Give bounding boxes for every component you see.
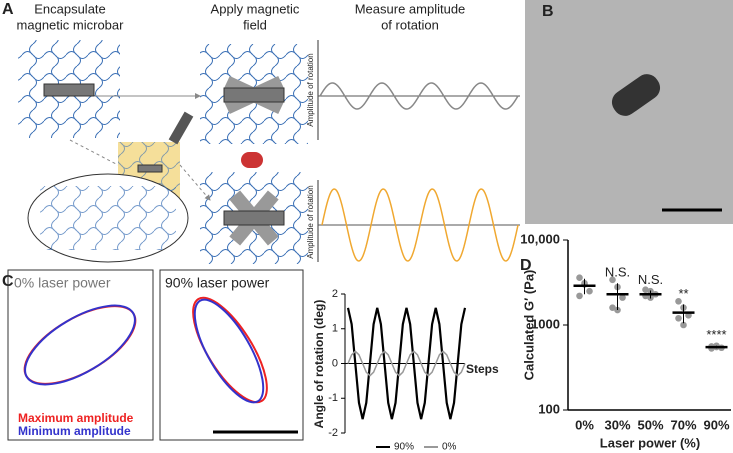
x-tick-label: 90%	[703, 417, 729, 432]
step-title: field	[243, 17, 267, 32]
magnet	[241, 152, 263, 168]
y-axis-title: Calculated G′ (Pa)	[521, 270, 536, 381]
microbar	[43, 83, 95, 97]
image-title: 90% laser power	[165, 275, 270, 291]
data-point	[609, 276, 616, 284]
outline	[24, 304, 136, 386]
significance-label: ****	[706, 327, 726, 342]
panel-d: D Calculated G′ (Pa) Laser power (%)	[520, 257, 700, 450]
data-point	[586, 287, 593, 295]
y-tick-label: 1	[332, 323, 338, 335]
data-point	[614, 306, 621, 314]
image-title: 0% laser power	[14, 275, 111, 291]
data-point	[619, 294, 626, 301]
step-title: of rotation	[381, 17, 439, 32]
y-tick-label: 100	[538, 401, 560, 416]
panel-label: D	[520, 257, 532, 274]
y-tick-label: 10,000	[520, 231, 560, 246]
axis-label: Amplitude of rotation	[306, 185, 315, 258]
rotating-bar	[223, 75, 285, 115]
data-point	[642, 286, 649, 294]
legend-label: 0%	[442, 442, 457, 453]
significance-label: N.S.	[605, 265, 630, 280]
arrow	[69, 139, 210, 200]
step-title: Apply magnetic	[211, 1, 300, 16]
image-frame	[7, 269, 154, 441]
mesh	[40, 186, 176, 250]
x-tick-label: 70%	[670, 417, 696, 432]
panel-c: C 0% laser power 90% laser power Maximum…	[2, 269, 499, 441]
y-tick-label: 0	[332, 357, 338, 369]
step-title: Measure amplitude	[355, 1, 466, 16]
microbar	[137, 164, 163, 173]
legend-label: Minimum amplitude	[18, 424, 131, 438]
microbar-image	[611, 74, 661, 116]
x-tick-label: 30%	[604, 417, 630, 432]
wave	[321, 188, 519, 262]
x-tick-label: 50%	[637, 417, 663, 432]
panel-b: B	[525, 0, 733, 224]
data-point	[680, 321, 687, 329]
y-tick-label: 1000	[531, 316, 560, 331]
wave	[319, 82, 519, 110]
outline	[192, 296, 268, 404]
x-axis-title: Steps	[466, 362, 499, 376]
line	[347, 350, 466, 377]
panel-a: A Encapsulate magnetic microbar Apply ma…	[2, 1, 520, 264]
legend-label: Maximum amplitude	[18, 411, 134, 425]
image-frame	[159, 269, 304, 441]
laser	[168, 111, 194, 145]
step-title: Encapsulate	[34, 1, 106, 16]
panel-label: B	[542, 3, 554, 20]
x-tick-label: 0%	[575, 417, 594, 432]
y-tick-label: -1	[328, 392, 338, 404]
y-tick-label: -2	[328, 427, 338, 439]
line	[346, 307, 467, 420]
significance-label: **	[678, 286, 688, 301]
step-title: magnetic microbar	[17, 17, 125, 32]
data-point	[576, 292, 583, 300]
y-tick-label: 2	[332, 288, 338, 300]
panel-label: A	[2, 1, 14, 18]
significance-label: N.S.	[638, 272, 663, 287]
axis-label: Amplitude of rotation	[306, 53, 315, 126]
outline	[193, 298, 265, 404]
rotating-bar	[223, 190, 285, 246]
data-point	[609, 304, 616, 311]
data-point	[675, 298, 682, 305]
y-axis-title: Angle of rotation (deg)	[312, 300, 326, 429]
data-point	[675, 314, 682, 322]
data-point	[576, 274, 583, 282]
legend-label: 90%	[394, 442, 414, 453]
x-axis-title: Laser power (%)	[600, 435, 700, 450]
